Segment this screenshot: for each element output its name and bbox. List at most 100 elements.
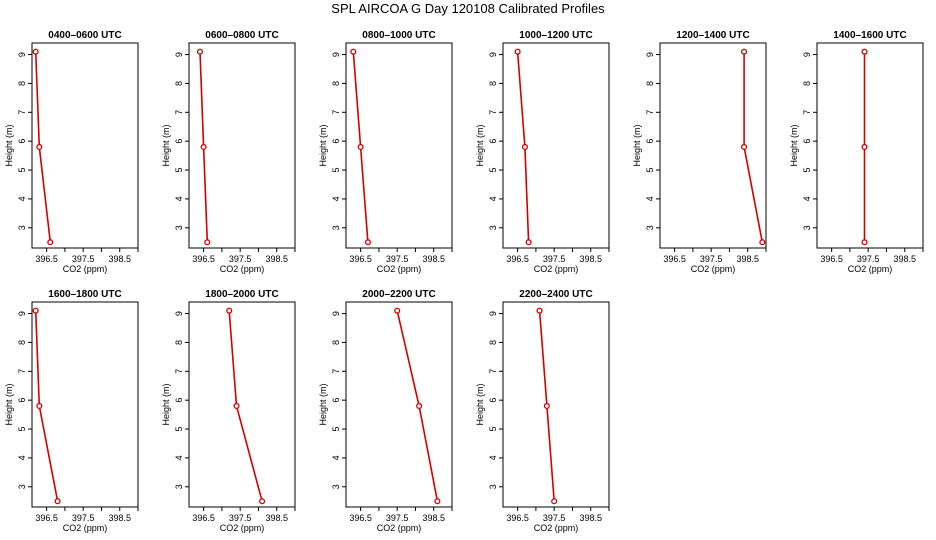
data-point (514, 48, 521, 55)
x-tick-label: 397.5 (543, 513, 566, 523)
plot-frame (188, 301, 296, 508)
y-tick-label: 3 (17, 225, 27, 230)
y-tick-label: 6 (488, 398, 498, 403)
panel: 1600–1800 UTC 396.5 397.5 398.5 3 4 5 6 7 8 9 CO2 (… (4, 289, 139, 533)
y-tick-label: 6 (174, 139, 184, 144)
x-tick-label: 396.5 (820, 254, 843, 264)
data-point (741, 48, 748, 55)
data-point (536, 307, 543, 314)
data-point (36, 143, 43, 150)
data-point (204, 239, 211, 246)
y-tick-label: 3 (174, 225, 184, 230)
y-tick-label: 3 (802, 225, 812, 230)
y-tick-label: 6 (17, 139, 27, 144)
x-tick-label: 397.5 (857, 254, 880, 264)
y-tick-label: 8 (174, 340, 184, 345)
panel-title: 1800–2000 UTC (205, 289, 278, 300)
x-axis-label: CO2 (ppm) (377, 264, 422, 274)
y-tick-label: 4 (17, 196, 27, 201)
y-tick-label: 7 (488, 110, 498, 115)
y-tick-label: 4 (331, 196, 341, 201)
y-tick-label: 6 (331, 398, 341, 403)
y-tick-label: 7 (331, 110, 341, 115)
x-tick-label: 396.5 (663, 254, 686, 264)
panel: 2200–2400 UTC 396.5 397.5 398.5 3 4 5 6 7 8 9 CO2 (… (475, 289, 610, 533)
x-tick-label: 396.5 (506, 513, 529, 523)
data-point (36, 402, 43, 409)
data-point (233, 402, 240, 409)
panel-title: 0600–0800 UTC (205, 30, 278, 41)
x-tick-label: 397.5 (386, 513, 409, 523)
panel-title: 2200–2400 UTC (519, 289, 592, 300)
panel-title: 0800–1000 UTC (362, 30, 435, 41)
x-tick-label: 397.5 (700, 254, 723, 264)
y-tick-label: 9 (331, 311, 341, 316)
y-tick-label: 9 (17, 52, 27, 57)
y-axis-label: Height (m) (318, 383, 328, 425)
y-tick-label: 7 (645, 110, 655, 115)
x-tick-label: 397.5 (229, 513, 252, 523)
panel-title: 1600–1800 UTC (48, 289, 121, 300)
y-tick-label: 5 (802, 168, 812, 173)
y-tick-label: 8 (17, 81, 27, 86)
data-point (364, 239, 371, 246)
panel: 0800–1000 UTC 396.5 397.5 398.5 3 4 5 6 7 8 9 CO2 (… (318, 30, 453, 274)
plot-frame (816, 42, 924, 249)
x-tick-label: 398.5 (265, 513, 288, 523)
x-axis-label: CO2 (ppm) (63, 523, 108, 533)
x-tick-label: 397.5 (543, 254, 566, 264)
panel: 0600–0800 UTC 396.5 397.5 398.5 3 4 5 6 7 8 9 CO2 (… (161, 30, 296, 274)
plot-frame (188, 42, 296, 249)
y-tick-label: 9 (488, 52, 498, 57)
y-tick-label: 7 (488, 369, 498, 374)
plot-frame (31, 301, 139, 508)
y-tick-label: 7 (17, 110, 27, 115)
y-tick-label: 3 (331, 225, 341, 230)
panel-title: 1400–1600 UTC (833, 30, 906, 41)
panel: 1200–1400 UTC 396.5 397.5 398.5 3 4 5 6 7 8 9 CO2 (… (632, 30, 767, 274)
panel-title: 1000–1200 UTC (519, 30, 592, 41)
panel: 1400–1600 UTC 396.5 397.5 398.5 3 4 5 6 7 8 9 CO2 (… (789, 30, 924, 274)
y-tick-label: 8 (331, 340, 341, 345)
panel: 1000–1200 UTC 396.5 397.5 398.5 3 4 5 6 7 8 9 CO2 (… (475, 30, 610, 274)
y-axis-label: Height (m) (4, 383, 14, 425)
data-point (543, 402, 550, 409)
y-tick-label: 8 (174, 81, 184, 86)
y-tick-label: 6 (488, 139, 498, 144)
data-point (861, 48, 868, 55)
data-point (54, 498, 61, 505)
y-tick-label: 5 (331, 168, 341, 173)
x-tick-label: 396.5 (349, 254, 372, 264)
y-tick-label: 7 (174, 110, 184, 115)
data-point (47, 239, 54, 246)
panel: 0400–0600 UTC 396.5 397.5 398.5 3 4 5 6 7 8 9 CO2 (… (4, 30, 139, 274)
y-axis-label: Height (m) (161, 124, 171, 166)
y-tick-label: 5 (488, 168, 498, 173)
x-axis-label: CO2 (ppm) (691, 264, 736, 274)
panel-title: 0400–0600 UTC (48, 30, 121, 41)
x-axis-label: CO2 (ppm) (220, 523, 265, 533)
plot-frame (345, 42, 453, 249)
x-tick-label: 397.5 (72, 254, 95, 264)
y-tick-label: 9 (802, 52, 812, 57)
x-axis-label: CO2 (ppm) (377, 523, 422, 533)
y-tick-label: 9 (174, 52, 184, 57)
y-tick-label: 3 (645, 225, 655, 230)
x-tick-label: 397.5 (229, 254, 252, 264)
y-tick-label: 4 (488, 455, 498, 460)
data-point (434, 498, 441, 505)
panel: 2000–2200 UTC 396.5 397.5 398.5 3 4 5 6 7 8 9 CO2 (… (318, 289, 453, 533)
data-point (32, 307, 39, 314)
data-point (521, 143, 528, 150)
y-tick-label: 3 (488, 484, 498, 489)
y-tick-label: 7 (174, 369, 184, 374)
y-tick-label: 9 (488, 311, 498, 316)
data-point (551, 498, 558, 505)
y-tick-label: 6 (802, 139, 812, 144)
x-tick-label: 396.5 (192, 254, 215, 264)
data-point (416, 402, 423, 409)
y-tick-label: 8 (488, 81, 498, 86)
y-axis-label: Height (m) (161, 383, 171, 425)
figure-title: SPL AIRCOA G Day 120108 Calibrated Profi… (331, 1, 605, 16)
y-tick-label: 6 (17, 398, 27, 403)
